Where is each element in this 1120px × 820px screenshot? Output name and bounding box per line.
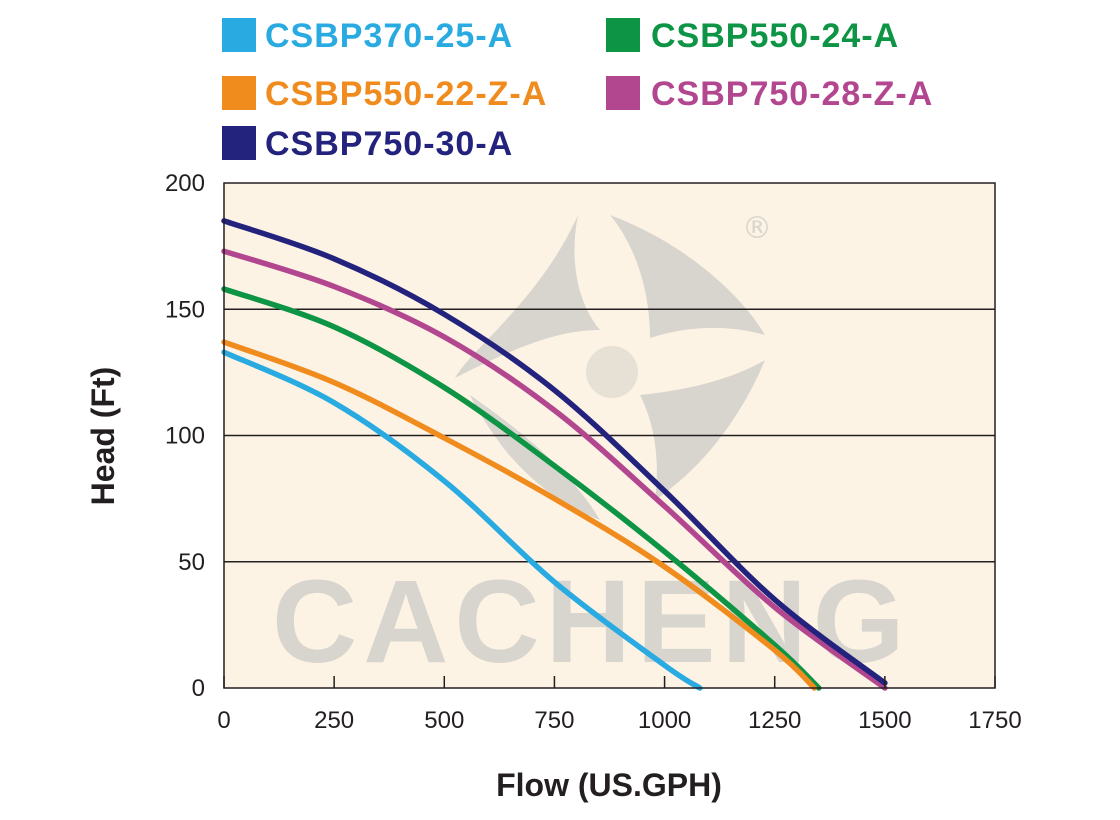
legend-item-csbp750-28-z-a: CSBP750-28-Z-A [606, 75, 933, 113]
brand-logo-icon [455, 215, 765, 520]
x-tick-label: 250 [314, 707, 354, 734]
x-axis-title: Flow (US.GPH) [496, 767, 722, 803]
legend-label: CSBP550-24-A [651, 17, 899, 55]
y-tick-label: 150 [165, 296, 205, 323]
legend-item-csbp750-30-a: CSBP750-30-A [222, 125, 513, 163]
x-tick-label: 750 [534, 707, 574, 734]
x-tick-label: 0 [217, 707, 230, 734]
legend-swatch [222, 126, 256, 160]
series-line-csbp750-28-z-a [221, 248, 888, 691]
y-tick-label: 50 [178, 549, 205, 576]
x-tick-label: 500 [424, 707, 464, 734]
x-axis-ticks: 0 250 500 750 1000 1250 1500 1750 [217, 676, 1022, 734]
y-axis-title: Head (Ft) [85, 367, 121, 506]
series-line-csbp750-30-a [221, 218, 888, 686]
x-tick-label: 1000 [638, 707, 691, 734]
series-line-csbp550-24-a [221, 286, 822, 691]
legend-swatch [606, 18, 640, 52]
x-tick-label: 1750 [968, 707, 1021, 734]
x-tick-label: 1250 [748, 707, 801, 734]
y-tick-label: 100 [165, 423, 205, 450]
x-tick-label: 1500 [858, 707, 911, 734]
watermark-registered-mark: ® [742, 211, 772, 246]
series-lines [221, 218, 888, 691]
legend-label: CSBP550-22-Z-A [265, 75, 547, 113]
legend-item-csbp550-24-a: CSBP550-24-A [606, 17, 899, 55]
y-tick-label: 0 [192, 675, 205, 702]
y-axis-ticks: 0 50 100 150 200 [165, 170, 205, 702]
watermark-brand: CACHENG [272, 556, 911, 688]
legend-label: CSBP750-28-Z-A [651, 75, 933, 113]
legend-label: CSBP750-30-A [265, 125, 513, 163]
legend-swatch [606, 76, 640, 110]
plot-border [223, 182, 996, 689]
y-tick-label: 200 [165, 170, 205, 197]
series-line-csbp550-22-z-a [221, 339, 818, 691]
series-line-csbp370-25-a [221, 349, 703, 691]
legend-label: CSBP370-25-A [265, 17, 513, 55]
legend: CSBP370-25-A CSBP550-24-A CSBP550-22-Z-A… [222, 17, 933, 163]
legend-item-csbp550-22-z-a: CSBP550-22-Z-A [222, 75, 547, 113]
legend-swatch [222, 18, 256, 52]
legend-swatch [222, 76, 256, 110]
legend-item-csbp370-25-a: CSBP370-25-A [222, 17, 513, 55]
